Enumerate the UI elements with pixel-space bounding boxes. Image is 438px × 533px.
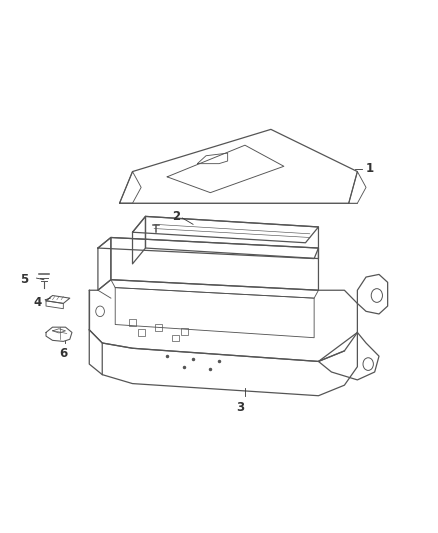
Text: 5: 5: [21, 273, 29, 286]
Bar: [138, 329, 145, 336]
Bar: [129, 319, 136, 326]
Text: 3: 3: [237, 401, 245, 414]
Text: 2: 2: [172, 210, 180, 223]
Text: 6: 6: [59, 346, 67, 360]
Bar: [155, 324, 162, 331]
Text: 4: 4: [33, 296, 42, 309]
Bar: [172, 335, 179, 342]
Bar: [181, 328, 188, 335]
Text: 1: 1: [366, 163, 374, 175]
